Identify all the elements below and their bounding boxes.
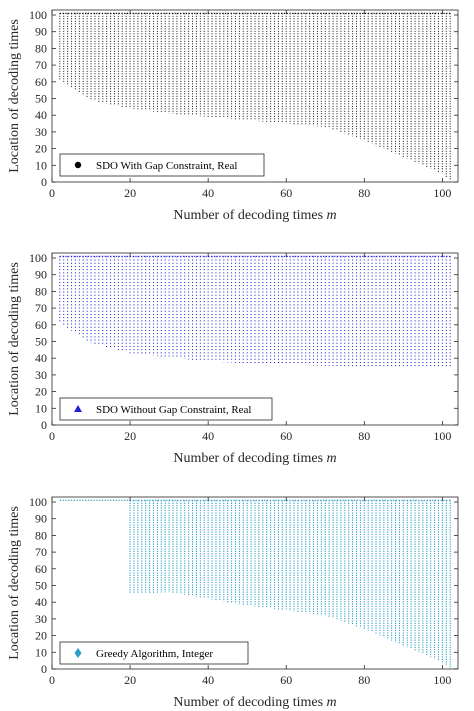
y-tick-label: 0 (41, 418, 47, 432)
y-tick-label: 60 (35, 318, 47, 332)
panel-2-xlabel: Number of decoding times m (173, 451, 336, 466)
panel-1-ylabel: Location of decoding times (7, 19, 22, 173)
panel-1-xlabel-text: Number of decoding times (173, 208, 323, 223)
y-tick-label: 30 (35, 612, 47, 626)
x-tick-label: 40 (202, 429, 214, 443)
panel-1-legend: SDO With Gap Constraint, Real (59, 153, 265, 177)
y-tick-label: 100 (29, 251, 47, 265)
panel-2-legend-marker (74, 405, 82, 412)
y-tick-label: 40 (35, 351, 47, 365)
y-tick-label: 10 (35, 401, 47, 415)
x-tick-label: 40 (202, 673, 214, 687)
panel-2-plot-area (59, 255, 451, 369)
panel-3-plot-area (59, 499, 451, 668)
y-tick-label: 70 (35, 301, 47, 315)
y-tick-label: 40 (35, 595, 47, 609)
y-tick-label: 80 (35, 528, 47, 542)
panel-1-legend-marker (74, 161, 82, 169)
panel-2-legend-label: SDO Without Gap Constraint, Real (96, 404, 251, 416)
y-tick-label: 20 (35, 142, 47, 156)
panel-1-legend-label: SDO With Gap Constraint, Real (96, 160, 237, 172)
panel-3-legend-label: Greedy Algorithm, Integer (96, 648, 213, 660)
panel-3-xlabel: Number of decoding times m (173, 695, 336, 710)
panel-1-legend-box (59, 153, 265, 177)
x-tick-label: 100 (433, 429, 451, 443)
panel-3-legend-box (59, 641, 249, 665)
y-tick-label: 50 (35, 579, 47, 593)
panel-2-xlabel-var: m (327, 451, 337, 466)
panel-1-axes-box (51, 9, 459, 183)
x-tick-label: 20 (124, 186, 136, 200)
panel-2-axes-box (51, 252, 459, 426)
y-tick-label: 80 (35, 41, 47, 55)
x-tick-label: 80 (358, 429, 370, 443)
panel-3-xlabel-var: m (327, 695, 337, 710)
panel-3-axes-box (51, 496, 459, 670)
x-tick-label: 60 (280, 429, 292, 443)
x-tick-label: 0 (49, 186, 55, 200)
y-tick-label: 90 (35, 268, 47, 282)
x-tick-label: 40 (202, 186, 214, 200)
y-tick-label: 10 (35, 158, 47, 172)
y-tick-label: 70 (35, 58, 47, 72)
panel-2-ylabel: Location of decoding times (7, 262, 22, 416)
y-tick-label: 0 (41, 662, 47, 676)
y-tick-label: 80 (35, 284, 47, 298)
x-tick-label: 100 (433, 673, 451, 687)
panel-3-legend: Greedy Algorithm, Integer (59, 641, 249, 665)
panel-2-legend-box (59, 397, 273, 421)
y-tick-label: 100 (29, 8, 47, 22)
y-tick-label: 10 (35, 645, 47, 659)
panel-3-legend-marker (74, 648, 82, 658)
panel-3-ylabel: Location of decoding times (7, 506, 22, 660)
panel-1-plot-area (59, 12, 451, 181)
y-tick-label: 60 (35, 562, 47, 576)
x-tick-label: 20 (124, 429, 136, 443)
y-tick-label: 60 (35, 75, 47, 89)
panel-2-xlabel-text: Number of decoding times (173, 451, 323, 466)
y-tick-label: 20 (35, 629, 47, 643)
y-tick-label: 90 (35, 25, 47, 39)
y-tick-label: 100 (29, 495, 47, 509)
x-tick-label: 20 (124, 673, 136, 687)
y-tick-label: 0 (41, 175, 47, 189)
x-tick-label: 0 (49, 673, 55, 687)
x-tick-label: 60 (280, 673, 292, 687)
x-tick-label: 60 (280, 186, 292, 200)
y-tick-label: 20 (35, 385, 47, 399)
x-tick-label: 80 (358, 673, 370, 687)
y-tick-label: 40 (35, 108, 47, 122)
panel-2-legend: SDO Without Gap Constraint, Real (59, 397, 273, 421)
y-tick-label: 50 (35, 92, 47, 106)
x-tick-label: 100 (433, 186, 451, 200)
y-tick-label: 70 (35, 545, 47, 559)
x-tick-label: 80 (358, 186, 370, 200)
y-tick-label: 30 (35, 125, 47, 139)
x-tick-label: 0 (49, 429, 55, 443)
panel-1-xlabel-var: m (327, 208, 337, 223)
y-tick-label: 90 (35, 512, 47, 526)
panel-3-xlabel-text: Number of decoding times (173, 695, 323, 710)
y-tick-label: 30 (35, 368, 47, 382)
y-tick-label: 50 (35, 335, 47, 349)
panel-1-xlabel: Number of decoding times m (173, 208, 336, 223)
